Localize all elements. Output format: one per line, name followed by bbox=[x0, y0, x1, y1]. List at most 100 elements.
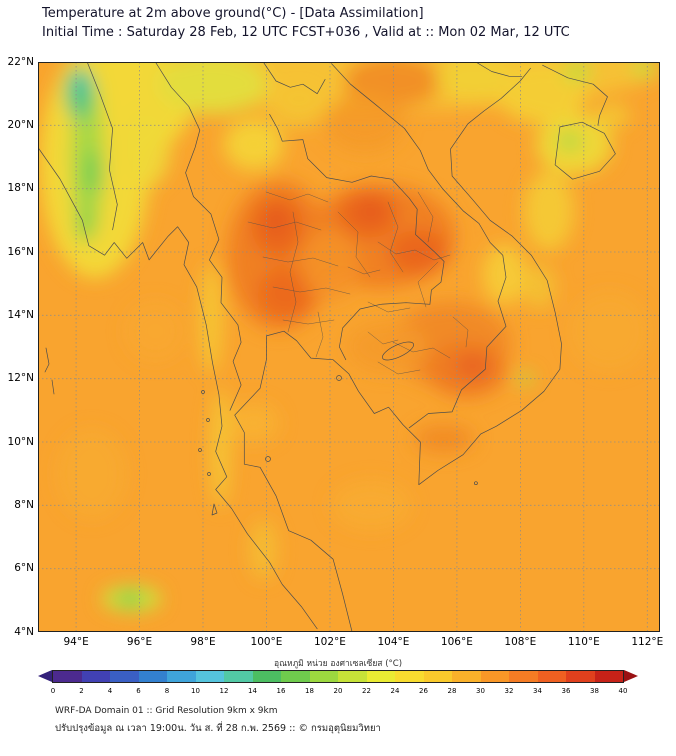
temp-field-patch bbox=[347, 321, 428, 373]
colorbar-segment bbox=[195, 671, 224, 682]
province-boundaries bbox=[247, 191, 469, 375]
lon-tick-label: 96°E bbox=[126, 636, 153, 648]
temp-field-patch bbox=[632, 62, 657, 77]
temp-field-patch bbox=[360, 201, 383, 220]
temp-field-patch bbox=[84, 150, 103, 195]
colorbar-tick-label: 40 bbox=[618, 687, 628, 695]
temp-field-patch bbox=[228, 403, 279, 443]
temp-field-patch bbox=[157, 62, 268, 115]
colorbar-tick-label: 18 bbox=[305, 687, 314, 695]
coastline-china bbox=[542, 64, 608, 126]
temp-field-patch bbox=[523, 170, 574, 251]
colorbar-tick-label: 10 bbox=[191, 687, 200, 695]
colorbar-segment bbox=[423, 671, 452, 682]
colorbar-tick-label: 20 bbox=[333, 687, 343, 695]
tonle-sap-lake bbox=[382, 341, 414, 361]
lon-tick-label: 102°E bbox=[313, 636, 346, 648]
river-salween bbox=[155, 62, 201, 131]
lon-tick-label: 110°E bbox=[567, 636, 600, 648]
lat-tick-label: 10°N bbox=[7, 435, 34, 448]
colorbar-segment bbox=[452, 671, 481, 682]
colorbar-tick-label: 12 bbox=[219, 687, 229, 695]
colorbar-tick-label: 26 bbox=[419, 687, 428, 695]
temp-field-patch bbox=[75, 205, 96, 242]
temp-field-patch bbox=[324, 92, 405, 153]
temp-field-patch bbox=[223, 118, 284, 171]
colorbar-tick-label: 2 bbox=[79, 687, 84, 695]
border-laos-north bbox=[262, 62, 326, 95]
temp-field-patch bbox=[200, 263, 222, 374]
colorbar-tick-label: 28 bbox=[447, 687, 457, 695]
footer-model-info: WRF-DA Domain 01 :: Grid Resolution 9km … bbox=[55, 706, 278, 716]
islands bbox=[44, 347, 478, 516]
lat-tick-label: 22°N bbox=[7, 55, 34, 68]
temp-field-patch bbox=[72, 72, 89, 97]
country-borders bbox=[38, 62, 616, 632]
colorbar-segment bbox=[81, 671, 110, 682]
temp-field-patch bbox=[435, 62, 516, 100]
colorbar-tick-label: 30 bbox=[476, 687, 485, 695]
lat-tick-label: 8°N bbox=[14, 498, 34, 511]
temp-field-patch bbox=[270, 84, 327, 129]
lon-tick-label: 94°E bbox=[63, 636, 89, 648]
colorbar-segment bbox=[167, 671, 196, 682]
colorbar-segment bbox=[395, 671, 424, 682]
colorbar-segment bbox=[53, 671, 82, 682]
colorbar-segment bbox=[309, 671, 338, 682]
lat-tick-label: 14°N bbox=[7, 308, 34, 321]
colorbar-segment bbox=[110, 671, 139, 682]
temp-field-patch bbox=[120, 107, 171, 188]
colorbar-segment bbox=[566, 671, 595, 682]
colorbar-segment bbox=[252, 671, 281, 682]
colorbar-segment bbox=[138, 671, 167, 682]
colorbar-tick-label: 38 bbox=[590, 687, 599, 695]
temp-field-patch bbox=[569, 291, 650, 372]
colorbar-segment bbox=[594, 671, 623, 682]
lon-tick-label: 108°E bbox=[504, 636, 537, 648]
page-subtitle: Initial Time : Saturday 28 Feb, 12 UTC F… bbox=[42, 25, 570, 40]
border-thai-myanmar bbox=[185, 129, 242, 411]
colorbar-tick-label: 4 bbox=[107, 687, 113, 695]
lat-tick-label: 4°N bbox=[14, 625, 34, 638]
colorbar-tick-label: 0 bbox=[50, 687, 56, 695]
temp-field-patch bbox=[563, 62, 592, 81]
colorbar-tick-label: 36 bbox=[561, 687, 571, 695]
lon-tick-label: 112°E bbox=[631, 636, 664, 648]
temperature-map bbox=[38, 62, 660, 632]
temp-field-patch bbox=[125, 301, 186, 362]
colorbar-segment bbox=[224, 671, 253, 682]
colorbar-tick-label: 8 bbox=[164, 687, 170, 695]
lat-tick-label: 20°N bbox=[7, 118, 34, 131]
coastline-west bbox=[38, 147, 318, 630]
lat-tick-label: 16°N bbox=[7, 245, 34, 258]
colorbar-segment bbox=[537, 671, 566, 682]
border-vietnam bbox=[331, 63, 507, 429]
colorbar-segment bbox=[509, 671, 538, 682]
colorbar-segment bbox=[281, 671, 310, 682]
temperature-field bbox=[40, 62, 660, 612]
colorbar-segment bbox=[480, 671, 509, 682]
temp-field-patch bbox=[56, 428, 127, 519]
colorbar bbox=[38, 670, 638, 683]
temp-field-patch bbox=[523, 264, 556, 309]
lon-tick-label: 106°E bbox=[440, 636, 473, 648]
hainan-island bbox=[554, 121, 616, 180]
colorbar-tick-label: 16 bbox=[276, 687, 286, 695]
lon-tick-label: 104°E bbox=[377, 636, 410, 648]
coastline-east bbox=[234, 67, 562, 632]
colorbar-segment bbox=[338, 671, 367, 682]
temp-field-patch bbox=[414, 424, 475, 453]
temp-field-patch bbox=[210, 388, 231, 509]
colorbar-tick-label: 22 bbox=[362, 687, 371, 695]
colorbar-right-arrow bbox=[624, 670, 638, 682]
page-title: Temperature at 2m above ground(°C) - [Da… bbox=[42, 6, 424, 21]
border-mekong bbox=[269, 113, 445, 361]
temp-field-patch bbox=[300, 229, 360, 300]
temp-field-patch bbox=[116, 591, 144, 606]
temp-field-patch bbox=[557, 132, 582, 151]
colorbar-label: อุณหภูมิ หน่วย องศาเซลเซียส (°C) bbox=[273, 659, 403, 669]
footer-update-info: ปรับปรุงข้อมูล ณ เวลา 19:00น. วัน ส. ที่… bbox=[55, 723, 381, 734]
border-china-vietnam bbox=[475, 62, 523, 77]
temp-field-patch bbox=[257, 267, 314, 320]
